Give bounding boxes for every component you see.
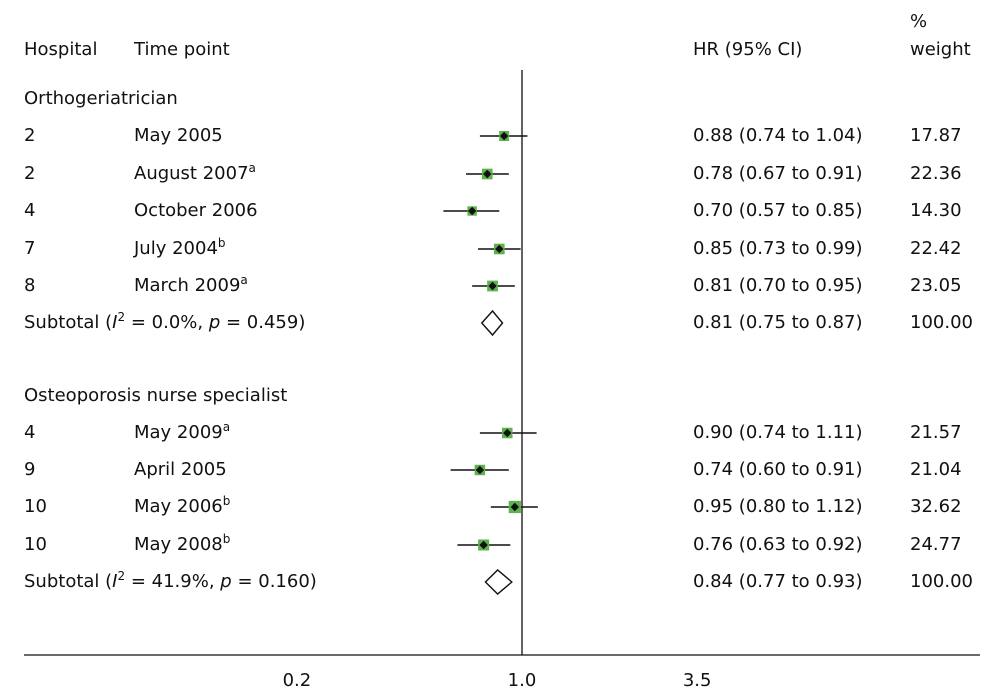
row-time-footnote: b (217, 236, 226, 250)
row-time-point-text: August 2007 (134, 163, 249, 184)
row-hr-ci: 0.78 (0.67 to 0.91) (693, 163, 863, 184)
point-estimate (495, 244, 504, 254)
subtotal-i2-sup: 2 (117, 569, 126, 583)
row-weight: 32.62 (910, 496, 962, 517)
header-weight: weight (910, 39, 971, 60)
row-time-point: May 2006b (134, 494, 231, 518)
row-time-point: July 2004b (134, 236, 226, 260)
row-hospital: 4 (24, 200, 36, 221)
x-tick-label: 1.0 (508, 670, 537, 691)
row-weight: 21.04 (910, 459, 962, 480)
row-time-point-text: October 2006 (134, 200, 258, 221)
point-estimate (503, 428, 512, 438)
row-time-footnote: b (222, 532, 231, 546)
row-time-point-text: May 2006 (134, 496, 223, 517)
subtotal-p-value: = 0.160) (231, 571, 317, 592)
header-weight-percent: % (910, 11, 928, 32)
point-estimate (475, 465, 485, 475)
row-time-point: August 2007a (134, 161, 256, 185)
row-hr-ci: 0.74 (0.60 to 0.91) (693, 459, 863, 480)
subtotal-i2-letter: I (112, 571, 118, 592)
point-estimate (499, 131, 509, 141)
subtotal-text: Subtotal ( (24, 312, 113, 333)
row-hospital: 2 (24, 163, 36, 184)
subtotal-weight: 100.00 (910, 312, 973, 333)
subtotal-i2-letter: I (112, 312, 118, 333)
row-time-point: October 2006 (134, 200, 258, 222)
row-time-point: May 2009a (134, 420, 231, 444)
row-hr-ci: 0.88 (0.74 to 1.04) (693, 125, 863, 146)
row-hr-ci: 0.70 (0.57 to 0.85) (693, 200, 863, 221)
group-heading: Osteoporosis nurse specialist (24, 385, 288, 406)
row-time-point: May 2005 (134, 125, 223, 147)
subtotal-p-value: = 0.459) (220, 312, 306, 333)
row-weight: 23.05 (910, 275, 962, 296)
row-weight: 21.57 (910, 422, 962, 443)
subtotal-diamond (484, 569, 513, 595)
row-time-point-text: July 2004 (134, 238, 218, 259)
subtotal-i2-value: = 0.0%, (125, 312, 209, 333)
row-time-point-text: March 2009 (134, 275, 241, 296)
row-weight: 22.36 (910, 163, 962, 184)
row-time-point: April 2005 (134, 459, 227, 481)
subtotal-weight: 100.00 (910, 571, 973, 592)
row-hr-ci: 0.81 (0.70 to 0.95) (693, 275, 863, 296)
row-weight: 17.87 (910, 125, 962, 146)
group-heading: Orthogeriatrician (24, 88, 178, 109)
row-hospital: 4 (24, 422, 36, 443)
row-weight: 24.77 (910, 534, 962, 555)
row-hr-ci: 0.85 (0.73 to 0.99) (693, 238, 863, 259)
x-tick-label: 3.5 (683, 670, 712, 691)
subtotal-label: Subtotal (I2 = 41.9%, p = 0.160) (24, 569, 317, 593)
row-time-footnote: b (222, 494, 231, 508)
subtotal-i2-sup: 2 (117, 310, 126, 324)
row-time-point: March 2009a (134, 273, 248, 297)
row-hr-ci: 0.90 (0.74 to 1.11) (693, 422, 863, 443)
row-hospital: 9 (24, 459, 36, 480)
row-hospital: 8 (24, 275, 36, 296)
row-hospital: 7 (24, 238, 36, 259)
point-estimate (483, 169, 492, 179)
point-estimate (479, 540, 488, 550)
header-hospital: Hospital (24, 39, 98, 60)
row-hr-ci: 0.95 (0.80 to 1.12) (693, 496, 863, 517)
row-weight: 22.42 (910, 238, 962, 259)
row-time-footnote: a (248, 161, 256, 175)
row-hospital: 10 (24, 534, 47, 555)
subtotal-i2-value: = 41.9%, (125, 571, 221, 592)
subtotal-p-letter: p (220, 571, 232, 592)
subtotal-hr-ci: 0.81 (0.75 to 0.87) (693, 312, 863, 333)
row-time-point-text: April 2005 (134, 459, 227, 480)
row-hospital: 10 (24, 496, 47, 517)
subtotal-diamond (480, 309, 504, 337)
row-time-point: May 2008b (134, 532, 231, 556)
row-time-point-text: May 2009 (134, 422, 223, 443)
row-hr-ci: 0.76 (0.63 to 0.92) (693, 534, 863, 555)
header-time-point: Time point (134, 39, 230, 60)
row-time-point-text: May 2008 (134, 534, 223, 555)
point-estimate (467, 206, 477, 216)
row-time-footnote: a (240, 273, 248, 287)
subtotal-p-letter: p (208, 312, 221, 333)
row-time-point-text: May 2005 (134, 125, 223, 146)
point-estimate (510, 502, 520, 512)
point-estimate (488, 281, 497, 291)
subtotal-text: Subtotal ( (24, 571, 113, 592)
subtotal-hr-ci: 0.84 (0.77 to 0.93) (693, 571, 863, 592)
subtotal-label: Subtotal (I2 = 0.0%, p = 0.459) (24, 310, 306, 334)
row-weight: 14.30 (910, 200, 962, 221)
header-hr: HR (95% CI) (693, 39, 803, 60)
row-hospital: 2 (24, 125, 36, 146)
row-time-footnote: a (222, 420, 231, 434)
x-tick-label: 0.2 (283, 670, 312, 691)
